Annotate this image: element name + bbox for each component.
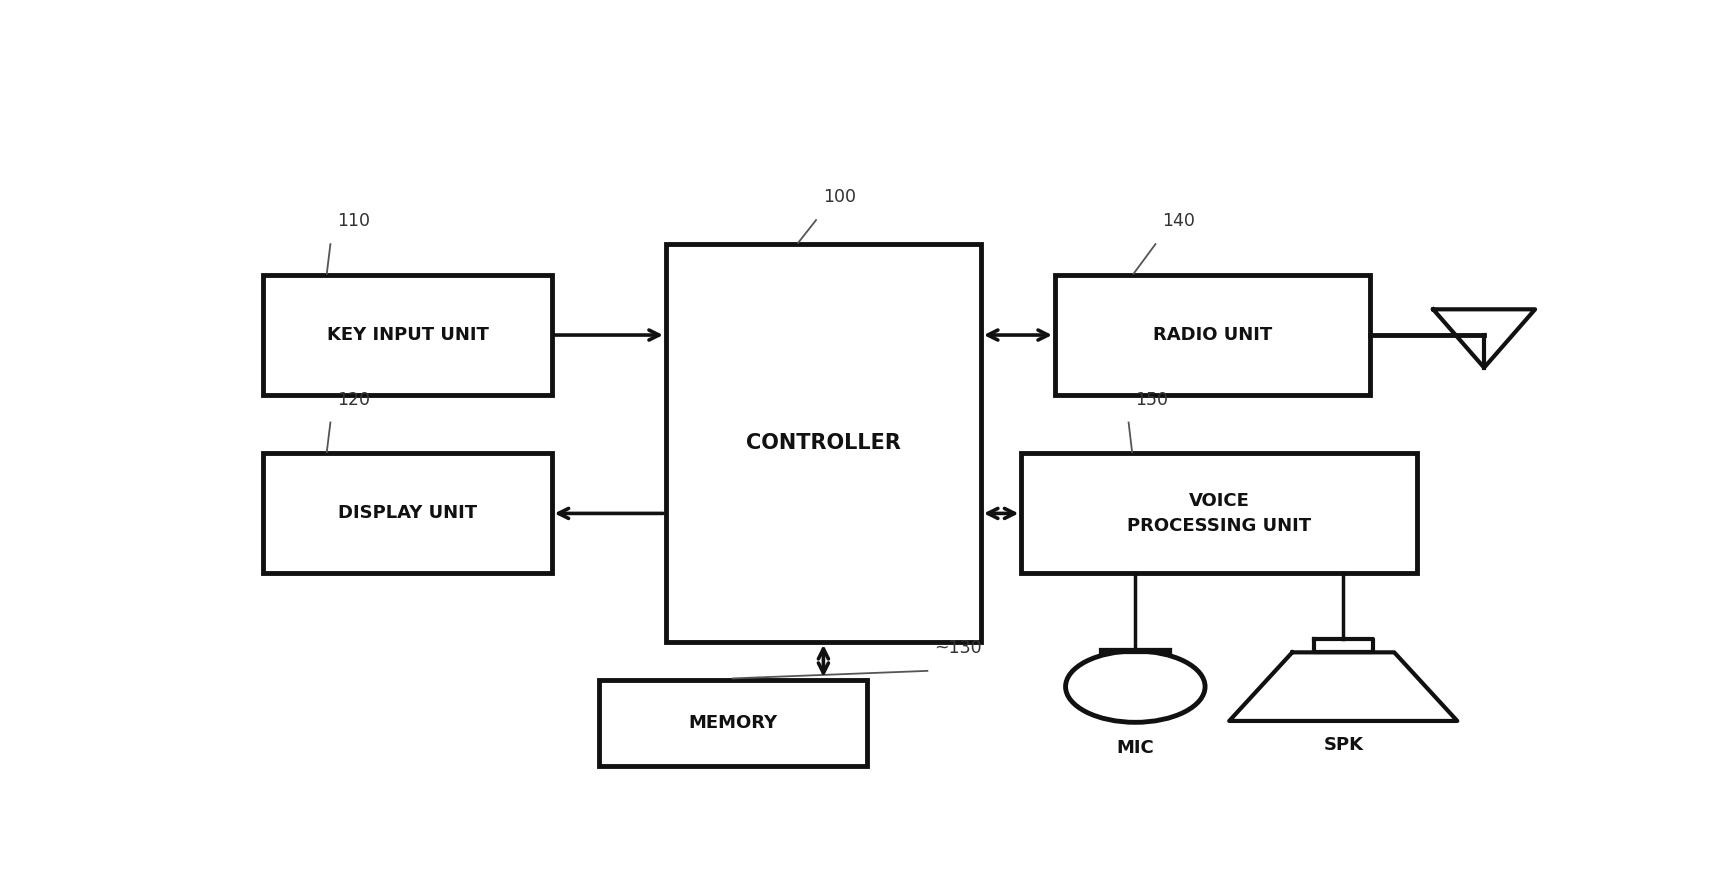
Text: MIC: MIC	[1116, 740, 1154, 757]
Bar	[263, 454, 552, 574]
Bar	[599, 680, 867, 765]
Text: 120: 120	[337, 391, 370, 409]
Text: KEY INPUT UNIT: KEY INPUT UNIT	[327, 326, 488, 344]
Bar	[1054, 275, 1368, 395]
Circle shape	[1066, 651, 1204, 723]
Text: CONTROLLER: CONTROLLER	[746, 433, 900, 454]
Text: 100: 100	[822, 188, 855, 207]
Text: 150: 150	[1135, 391, 1168, 409]
Polygon shape	[1313, 639, 1372, 652]
Text: 140: 140	[1161, 212, 1194, 231]
Text: 110: 110	[337, 212, 370, 231]
Text: ~130: ~130	[934, 639, 981, 658]
Text: RADIO UNIT: RADIO UNIT	[1152, 326, 1272, 344]
Text: SPK: SPK	[1322, 736, 1363, 754]
Text: VOICE
PROCESSING UNIT: VOICE PROCESSING UNIT	[1126, 492, 1310, 535]
Text: DISPLAY UNIT: DISPLAY UNIT	[337, 504, 477, 522]
Bar	[666, 244, 981, 642]
Text: MEMORY: MEMORY	[689, 714, 777, 732]
Polygon shape	[1228, 652, 1457, 721]
Bar	[263, 275, 552, 395]
Bar	[1021, 454, 1417, 574]
